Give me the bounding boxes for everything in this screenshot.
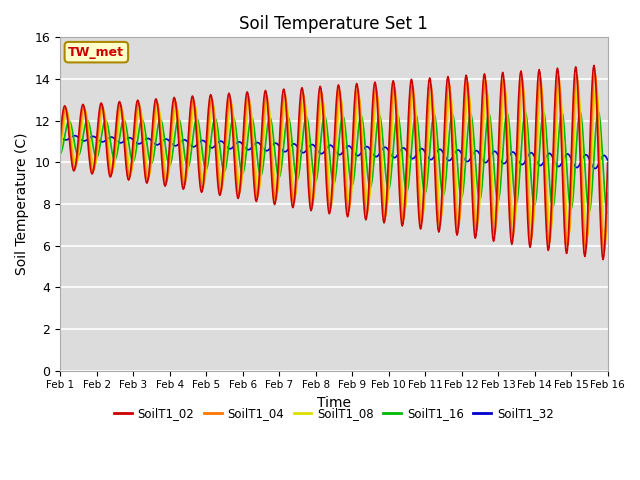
SoilT1_04 — [379, 191, 387, 197]
SoilT1_16 — [595, 109, 602, 115]
SoilT1_04 — [554, 78, 561, 84]
SoilT1_02 — [599, 257, 607, 263]
SoilT1_16 — [56, 151, 64, 156]
Line: SoilT1_02: SoilT1_02 — [60, 65, 607, 260]
SoilT1_08 — [433, 154, 440, 160]
SoilT1_04 — [177, 147, 184, 153]
SoilT1_32 — [591, 166, 598, 171]
SoilT1_02 — [177, 163, 184, 168]
Text: TW_met: TW_met — [68, 46, 124, 59]
SoilT1_32 — [71, 133, 79, 139]
Title: Soil Temperature Set 1: Soil Temperature Set 1 — [239, 15, 428, 33]
SoilT1_02 — [56, 134, 64, 140]
SoilT1_02 — [604, 159, 611, 165]
SoilT1_02 — [379, 210, 387, 216]
SoilT1_08 — [602, 238, 609, 243]
SoilT1_08 — [56, 152, 64, 157]
SoilT1_08 — [593, 82, 600, 87]
SoilT1_02 — [554, 65, 561, 71]
SoilT1_02 — [433, 206, 440, 212]
SoilT1_32 — [554, 164, 562, 169]
Line: SoilT1_16: SoilT1_16 — [60, 112, 607, 213]
SoilT1_08 — [177, 132, 184, 137]
SoilT1_02 — [326, 211, 333, 216]
SoilT1_04 — [604, 191, 611, 196]
SoilT1_08 — [379, 166, 387, 171]
SoilT1_32 — [433, 148, 441, 154]
SoilT1_32 — [177, 139, 185, 144]
SoilT1_16 — [177, 120, 184, 126]
SoilT1_04 — [591, 71, 598, 76]
SoilT1_32 — [56, 134, 64, 140]
SoilT1_16 — [200, 160, 208, 166]
Line: SoilT1_32: SoilT1_32 — [60, 136, 607, 168]
SoilT1_16 — [604, 210, 611, 216]
SoilT1_08 — [326, 184, 333, 190]
SoilT1_32 — [201, 138, 209, 144]
SoilT1_04 — [200, 182, 208, 188]
SoilT1_04 — [600, 249, 607, 254]
Line: SoilT1_08: SoilT1_08 — [60, 84, 607, 240]
SoilT1_04 — [433, 181, 440, 187]
SoilT1_16 — [554, 154, 561, 159]
SoilT1_04 — [326, 202, 333, 208]
SoilT1_04 — [56, 144, 64, 150]
SoilT1_16 — [433, 125, 440, 131]
SoilT1_02 — [200, 176, 208, 181]
X-axis label: Time: Time — [317, 396, 351, 410]
Legend: SoilT1_02, SoilT1_04, SoilT1_08, SoilT1_16, SoilT1_32: SoilT1_02, SoilT1_04, SoilT1_08, SoilT1_… — [109, 402, 559, 425]
SoilT1_02 — [590, 62, 598, 68]
Y-axis label: Soil Temperature (C): Soil Temperature (C) — [15, 133, 29, 276]
SoilT1_16 — [379, 133, 387, 139]
Line: SoilT1_04: SoilT1_04 — [60, 73, 607, 252]
SoilT1_08 — [200, 180, 208, 186]
SoilT1_16 — [326, 149, 333, 155]
SoilT1_08 — [604, 213, 611, 219]
SoilT1_32 — [326, 143, 334, 148]
SoilT1_32 — [604, 157, 611, 163]
SoilT1_32 — [380, 145, 387, 151]
SoilT1_08 — [554, 104, 561, 109]
